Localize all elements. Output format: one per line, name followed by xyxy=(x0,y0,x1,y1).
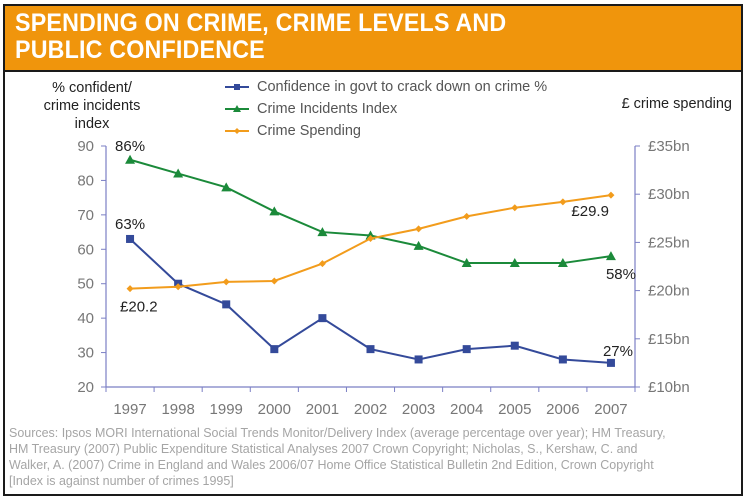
x-tick-label: 2004 xyxy=(450,401,483,418)
data-point-spending xyxy=(463,212,471,220)
data-point-crime-index xyxy=(461,258,472,268)
x-tick-label: 2003 xyxy=(402,401,435,418)
legend-item-crime-index: Crime Incidents Index xyxy=(225,98,547,120)
data-point-spending xyxy=(126,285,134,293)
sources-line-2: HM Treasury (2007) Public Expenditure St… xyxy=(9,441,638,456)
legend: Confidence in govt to crack down on crim… xyxy=(225,76,547,142)
data-point-crime-index xyxy=(221,182,232,192)
right-axis-title: £ crime spending xyxy=(621,96,732,112)
x-tick-label: 2002 xyxy=(354,401,387,418)
data-point-confidence xyxy=(558,355,567,364)
data-point-spending xyxy=(607,191,615,199)
data-point-confidence xyxy=(462,345,471,354)
left-axis-title: % confident/ crime incidents index xyxy=(38,79,146,133)
right-tick-label: £20bn xyxy=(648,283,690,300)
data-label: 86% xyxy=(115,138,145,155)
x-tick-label: 1999 xyxy=(210,401,243,418)
right-tick-label: £15bn xyxy=(648,331,690,348)
series-line-crime-index xyxy=(129,158,612,265)
left-axis-title-line-3: index xyxy=(74,116,110,132)
data-point-confidence xyxy=(606,358,615,367)
x-tick-label: 2007 xyxy=(594,401,627,418)
data-point-confidence xyxy=(366,345,375,354)
data-point-spending xyxy=(415,225,423,233)
right-tick-label: £35bn xyxy=(648,138,690,155)
data-point-spending xyxy=(222,278,230,286)
data-point-crime-index xyxy=(269,206,280,216)
x-tick-label: 1998 xyxy=(161,401,194,418)
data-point-confidence xyxy=(126,234,135,243)
data-point-crime-index xyxy=(413,240,424,250)
data-point-confidence xyxy=(222,300,231,309)
legend-label-spending: Crime Spending xyxy=(257,123,361,139)
left-tick-label: 40 xyxy=(77,310,94,327)
x-tick-label: 1997 xyxy=(113,401,146,418)
x-tick-label: 2005 xyxy=(498,401,531,418)
data-point-confidence xyxy=(318,314,327,323)
right-tick-label: £25bn xyxy=(648,234,690,251)
square-marker-icon xyxy=(225,84,249,90)
data-point-spending xyxy=(367,235,374,243)
data-point-spending xyxy=(318,260,326,268)
sources-note: Sources: Ipsos MORI International Social… xyxy=(9,425,705,489)
data-label: 27% xyxy=(603,343,633,360)
right-tick-label: £30bn xyxy=(648,186,690,203)
left-tick-label: 50 xyxy=(77,276,94,293)
sources-line-1: Sources: Ipsos MORI International Social… xyxy=(9,425,666,440)
series-line-confidence xyxy=(129,238,612,364)
data-point-spending xyxy=(511,204,519,212)
sources-line-3: Walker, A. (2007) Crime in England and W… xyxy=(9,457,654,472)
title-line-1: SPENDING ON CRIME, CRIME LEVELS AND xyxy=(15,9,507,37)
data-label: 63% xyxy=(115,216,145,233)
left-tick-label: 90 xyxy=(77,138,94,155)
left-tick-label: 20 xyxy=(77,379,94,396)
left-axis-title-line-2: crime incidents xyxy=(43,98,141,114)
sources-line-4: [Index is against number of crimes 1995] xyxy=(9,473,234,488)
left-tick-label: 60 xyxy=(77,241,94,258)
data-point-spending xyxy=(174,283,182,291)
data-point-crime-index xyxy=(125,154,136,164)
left-tick-label: 30 xyxy=(77,345,94,362)
x-tick-label: 2000 xyxy=(258,401,291,418)
triangle-marker-icon xyxy=(225,105,249,112)
data-label: £29.9 xyxy=(571,203,609,220)
data-point-crime-index xyxy=(557,258,568,268)
left-tick-label: 80 xyxy=(77,172,94,189)
x-tick-label: 2006 xyxy=(546,401,579,418)
left-axis-title-line-1: % confident/ xyxy=(52,80,132,96)
right-tick-label: £10bn xyxy=(648,379,690,396)
legend-item-confidence: Confidence in govt to crack down on crim… xyxy=(225,76,547,98)
data-point-confidence xyxy=(270,345,279,354)
title-line-2: PUBLIC CONFIDENCE xyxy=(15,36,265,64)
chart-title: SPENDING ON CRIME, CRIME LEVELS AND PUBL… xyxy=(15,10,506,64)
data-point-crime-index xyxy=(605,251,616,261)
left-tick-label: 70 xyxy=(77,207,94,224)
header-banner: SPENDING ON CRIME, CRIME LEVELS AND PUBL… xyxy=(5,6,741,72)
diamond-marker-icon xyxy=(225,128,249,134)
data-point-spending xyxy=(559,198,567,206)
legend-item-spending: Crime Spending xyxy=(225,120,547,142)
chart-panel: SPENDING ON CRIME, CRIME LEVELS AND PUBL… xyxy=(3,4,743,496)
data-label: 58% xyxy=(606,266,636,283)
data-point-spending xyxy=(270,277,278,285)
legend-label-confidence: Confidence in govt to crack down on crim… xyxy=(257,79,548,95)
data-point-crime-index xyxy=(317,227,328,237)
data-point-confidence xyxy=(510,341,519,350)
legend-label-crime-index: Crime Incidents Index xyxy=(257,101,398,117)
data-point-crime-index xyxy=(509,258,520,268)
x-tick-label: 2001 xyxy=(306,401,339,418)
data-point-confidence xyxy=(414,355,423,364)
data-label: £20.2 xyxy=(120,299,158,316)
data-point-crime-index xyxy=(173,168,184,178)
